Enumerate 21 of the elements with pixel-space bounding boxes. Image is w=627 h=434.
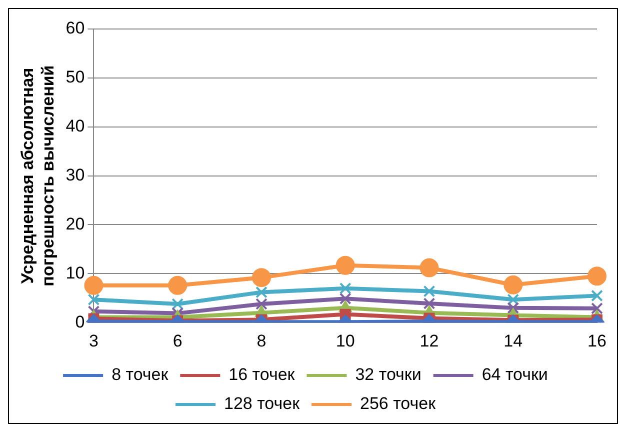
y-tick-label: 50: [66, 68, 85, 87]
y-tick-label: 30: [66, 165, 85, 184]
legend-label: 256 точек: [360, 394, 436, 414]
x-tick-label: 16: [588, 331, 606, 350]
legend-label: 32 точки: [355, 365, 422, 384]
y-axis-title: Усредненная абсолютная погрешность вычислений: [18, 65, 58, 286]
x-tick-label: 3: [88, 331, 98, 350]
x-tick-label: 8: [256, 331, 266, 350]
legend-label: 8 точек: [112, 365, 169, 384]
y-tick-label: 0: [75, 312, 85, 332]
y-tick-label: 40: [66, 116, 85, 136]
x-tick-label: 10: [336, 331, 355, 350]
x-tick-label: 14: [504, 331, 523, 350]
legend-label: 64 точки: [482, 365, 548, 384]
y-tick-label: 10: [66, 263, 85, 282]
legend-label: 16 точек: [228, 365, 296, 384]
legend-label: 128 точек: [224, 394, 300, 414]
x-tick-label: 12: [420, 331, 439, 350]
y-tick-label: 20: [66, 214, 85, 234]
x-tick-label: 6: [172, 331, 182, 350]
y-tick-label: 60: [66, 18, 85, 38]
